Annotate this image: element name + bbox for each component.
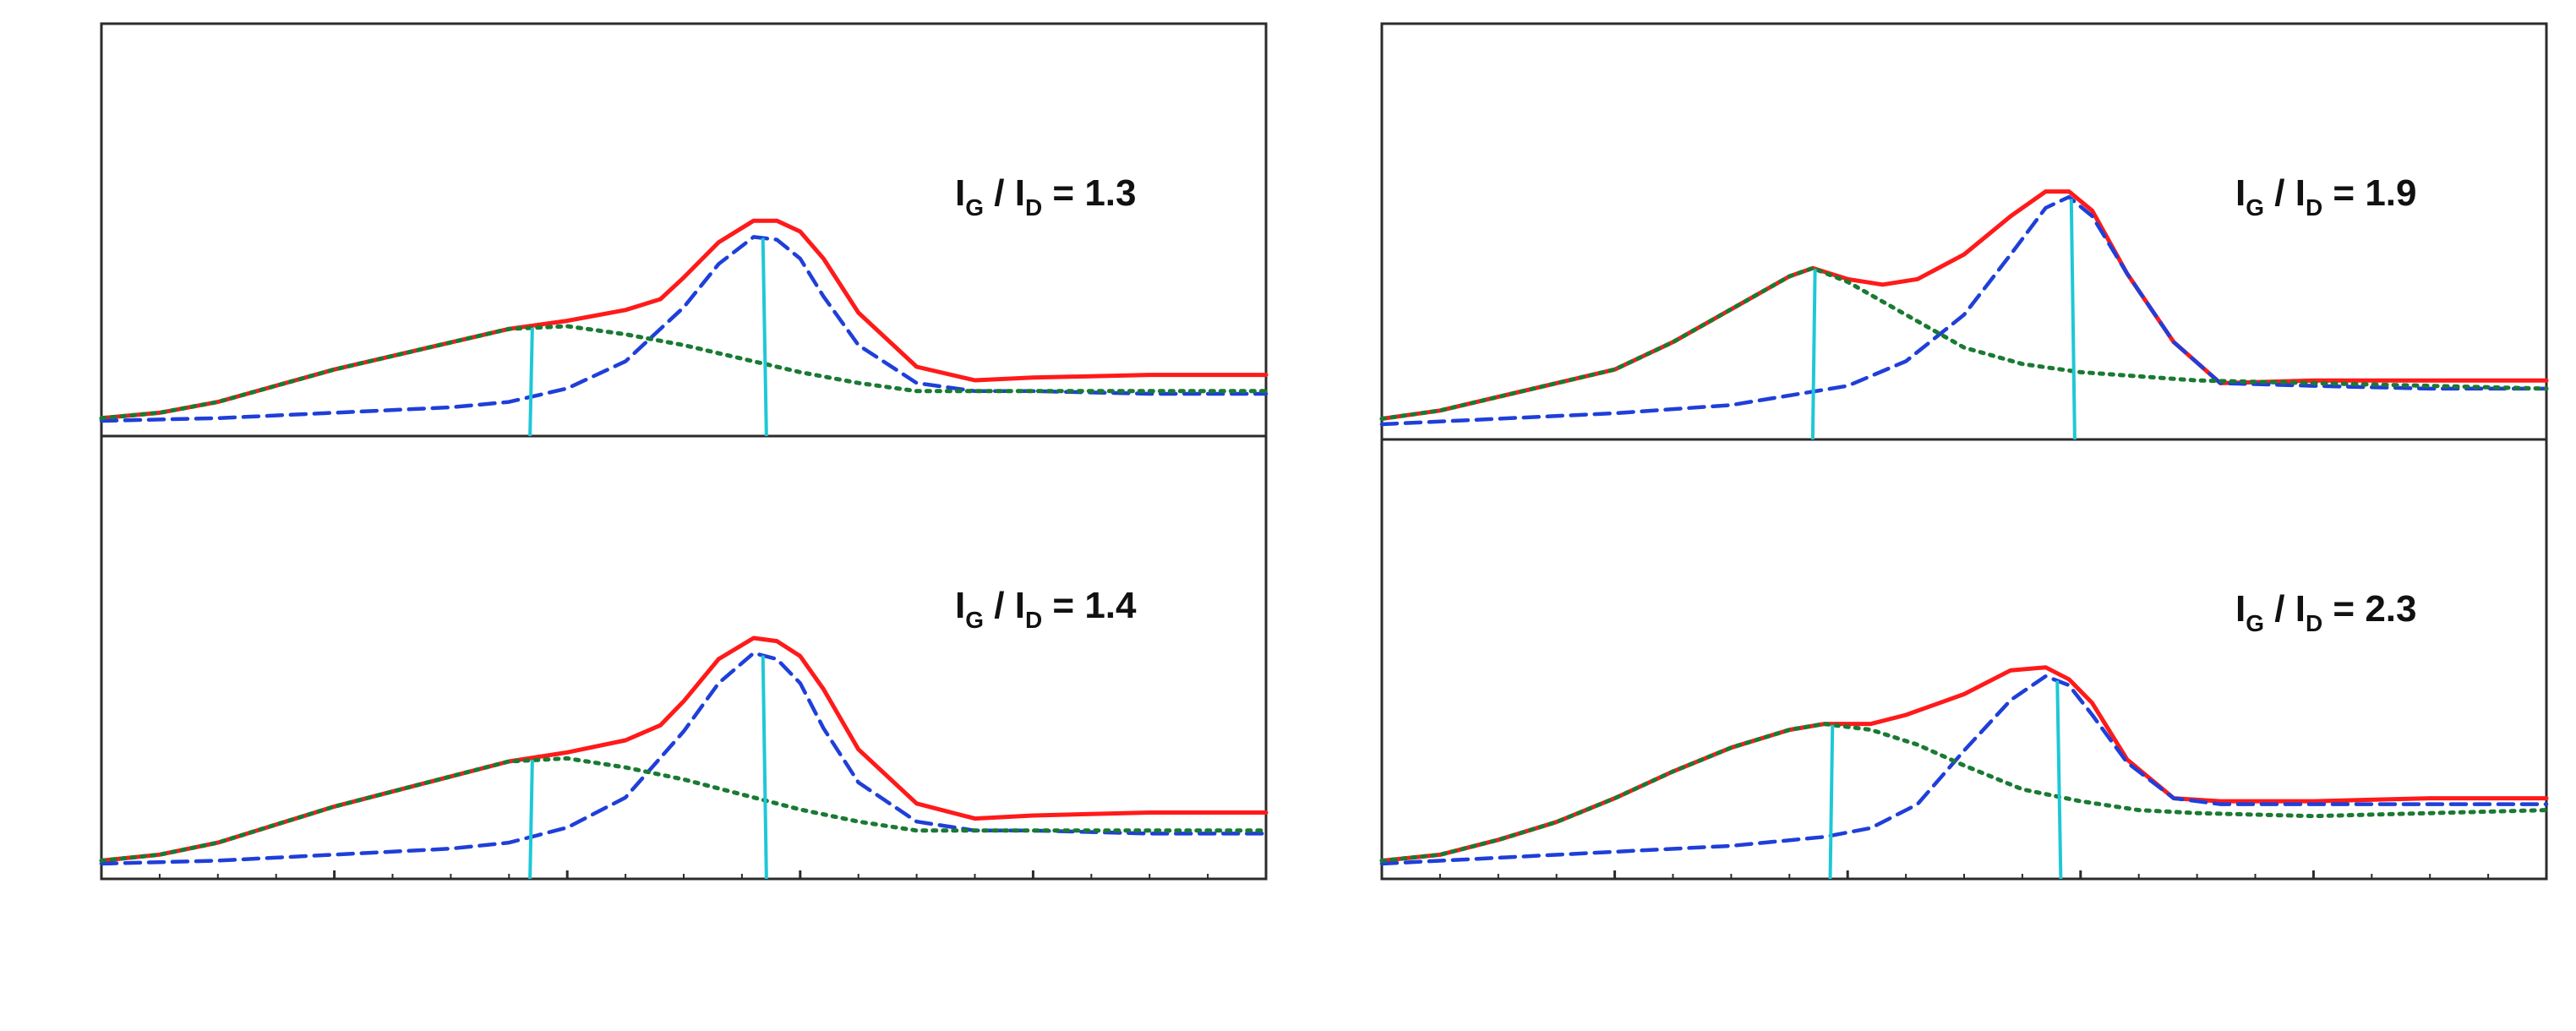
ratio-separator: = [1042, 172, 1084, 214]
ratio-separator: = [1042, 585, 1084, 626]
ratio-den: I [1015, 585, 1025, 626]
dashed-fit-line [99, 235, 1269, 423]
ratio-num-sub: G [965, 194, 984, 221]
d-peak-marker [528, 327, 534, 437]
ratio-separator: / [984, 585, 1015, 626]
ratio-den-sub: D [1025, 607, 1042, 633]
ratio-separator [2322, 588, 2333, 630]
dashed-fit-line [1379, 674, 2549, 866]
dashed-fit-line [1379, 194, 2549, 427]
ratio-num-sub: G [2246, 610, 2264, 636]
ratio-value: 1.4 [1084, 585, 1137, 626]
ratio-num: I [2235, 172, 2246, 214]
ratio-num: I [955, 172, 965, 214]
intensity-ratio-label: IG / ID = 1.3 [955, 172, 1137, 221]
dotted-fit-line [1379, 265, 2549, 421]
dotted-fit-line [99, 324, 1269, 421]
ratio-num: I [2235, 588, 2246, 630]
ratio-den: I [2295, 172, 2306, 214]
d-peak-marker [1828, 724, 1835, 880]
dashed-fit-line [99, 651, 1269, 866]
solid-fit-line [99, 218, 1269, 421]
left-frame [100, 22, 1268, 881]
intensity-ratio-label: IG / ID = 1.4 [955, 585, 1137, 633]
ratio-separator: / [2264, 172, 2295, 214]
ratio-num-sub: G [965, 607, 984, 633]
intensity-ratio-label: IG / ID = 1.9 [2235, 172, 2417, 221]
solid-fit-line [99, 636, 1269, 863]
intensity-ratio-label: IG / ID = 2.3 [2235, 588, 2417, 636]
ratio-num: I [955, 585, 965, 626]
d-peak-marker [1810, 269, 1817, 440]
ratio-den: I [1015, 172, 1025, 214]
ratio-value: = 2.3 [2333, 588, 2416, 630]
ratio-separator: = [2322, 172, 2365, 214]
ratio-den: I [2295, 588, 2306, 630]
dotted-fit-line [99, 756, 1269, 863]
ratio-value: 1.3 [1084, 172, 1136, 214]
g-peak-marker [761, 655, 768, 880]
ratio-separator: / [2264, 588, 2295, 630]
dotted-fit-line [1379, 722, 2549, 863]
ratio-separator: / [984, 172, 1015, 214]
ratio-num-sub: G [2246, 194, 2264, 221]
g-peak-marker [2055, 680, 2063, 880]
d-peak-marker [528, 760, 534, 880]
ratio-den-sub: D [1025, 194, 1042, 221]
g-peak-marker [761, 237, 768, 437]
g-peak-marker [2069, 199, 2077, 440]
ratio-value: 1.9 [2365, 172, 2416, 214]
ratio-den-sub: D [2306, 610, 2322, 636]
ratio-den-sub: D [2306, 194, 2322, 221]
